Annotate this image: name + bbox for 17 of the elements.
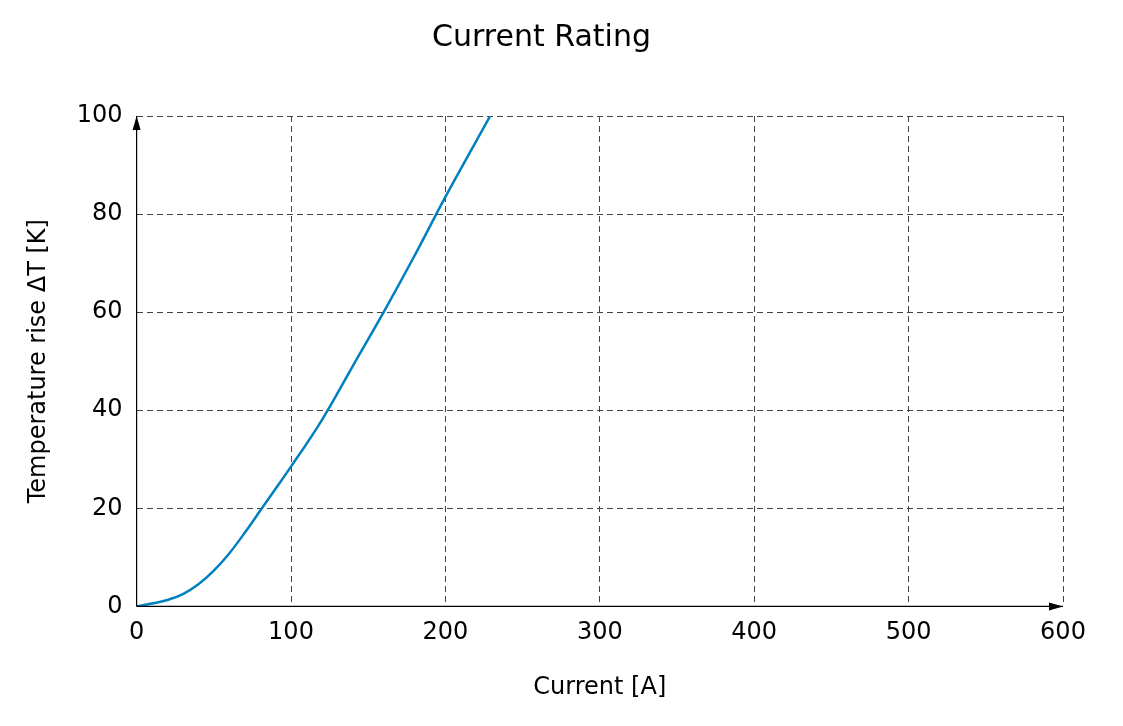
x-tick-label: 500 [885, 617, 932, 646]
y-tick-label: 100 [76, 100, 123, 129]
y-tick-label: 40 [92, 394, 123, 423]
x-tick-label: 100 [268, 617, 314, 646]
y-tick-label: 0 [107, 590, 123, 619]
x-tick-label: 0 [128, 617, 145, 646]
x-tick-label: 400 [731, 617, 778, 646]
chart-title: Current Rating [432, 17, 651, 53]
y-axis-title: Temperature rise ΔT [K] [22, 219, 51, 505]
x-tick-label: 200 [422, 617, 469, 646]
x-tick-label: 600 [1040, 617, 1086, 646]
x-tick-label: 300 [576, 617, 623, 646]
line-series [136, 116, 492, 607]
y-tick-label: 60 [92, 296, 123, 325]
y-tick-label: 80 [92, 198, 123, 227]
y-tick-label: 20 [92, 492, 123, 521]
x-axis-title: Current [A] [533, 671, 667, 700]
